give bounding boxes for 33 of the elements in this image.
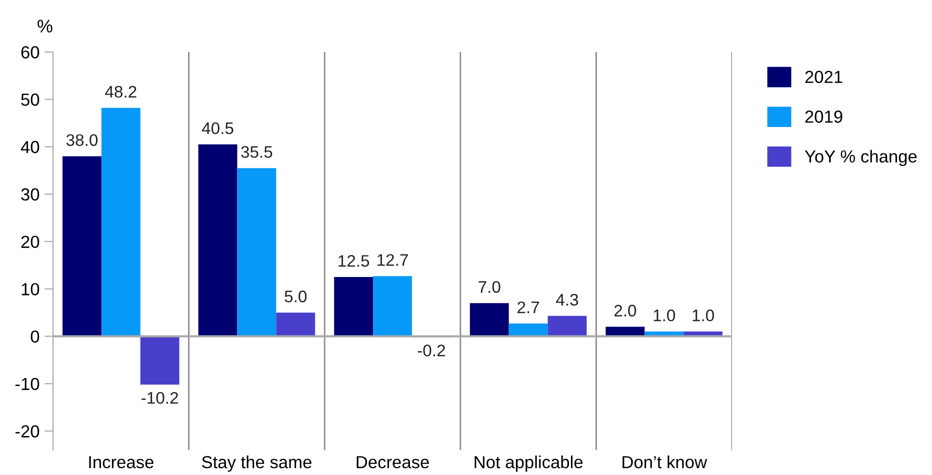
x-tick-label: Stay the same bbox=[202, 456, 312, 472]
y-tick-label: 20 bbox=[21, 236, 40, 248]
y-tick-label: 60 bbox=[21, 46, 40, 58]
y-axis-title: % bbox=[38, 20, 52, 32]
data-label: 5.0 bbox=[284, 290, 307, 302]
legend-label: 2019 bbox=[805, 110, 842, 123]
x-tick-label: Increase bbox=[89, 456, 154, 468]
data-label: 7.0 bbox=[478, 281, 500, 293]
y-tick-label: 30 bbox=[21, 188, 40, 201]
x-tick-label: Decrease bbox=[356, 456, 429, 468]
data-label: 1.0 bbox=[692, 310, 714, 322]
y-tick-label: -20 bbox=[15, 425, 40, 438]
data-label: -0.2 bbox=[418, 344, 445, 356]
data-label: 35.5 bbox=[241, 146, 272, 158]
y-tick-label: 0 bbox=[30, 330, 40, 343]
data-label: -10.2 bbox=[142, 392, 178, 404]
data-label: 2.0 bbox=[614, 304, 636, 317]
data-label: 48.2 bbox=[105, 86, 136, 98]
data-label: 40.5 bbox=[202, 122, 234, 134]
data-label: 38.0 bbox=[66, 134, 98, 146]
y-tick-label: 50 bbox=[21, 94, 40, 106]
x-tick-label: Not applicable bbox=[474, 456, 583, 472]
data-label: 4.3 bbox=[556, 294, 578, 306]
data-label: 1.0 bbox=[654, 310, 676, 322]
data-label: 2.7 bbox=[518, 301, 540, 314]
legend-label: YoY % change bbox=[804, 150, 917, 166]
data-label: 12.5 bbox=[338, 255, 370, 267]
legend-label: 2021 bbox=[805, 70, 842, 84]
x-tick-label: Don’t know bbox=[622, 456, 708, 468]
y-tick-label: 40 bbox=[20, 140, 40, 154]
y-tick-label: -10 bbox=[15, 378, 40, 390]
y-tick-label: 10 bbox=[22, 283, 40, 296]
data-label: 12.7 bbox=[378, 254, 408, 266]
